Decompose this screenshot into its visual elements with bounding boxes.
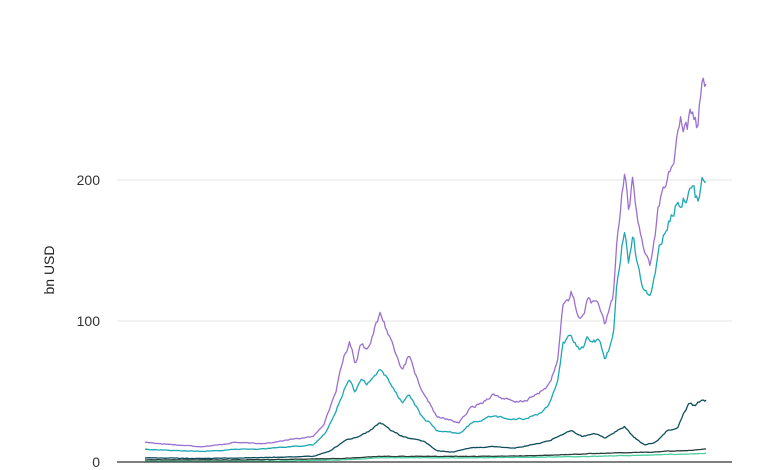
series-line-5 — [145, 452, 707, 463]
y-tick-label-0: 0 — [92, 454, 100, 470]
series-line-2 — [144, 176, 706, 453]
series-line-1 — [144, 77, 707, 448]
series-layer — [144, 77, 707, 463]
axis-layer: 0 100 200 — [77, 172, 732, 470]
series-line-3 — [144, 399, 707, 460]
y-axis-title: bn USD — [41, 245, 57, 294]
series-line-4 — [144, 448, 707, 461]
y-tick-label-100: 100 — [77, 313, 101, 329]
y-tick-label-200: 200 — [77, 172, 101, 188]
grid-layer — [117, 179, 732, 322]
